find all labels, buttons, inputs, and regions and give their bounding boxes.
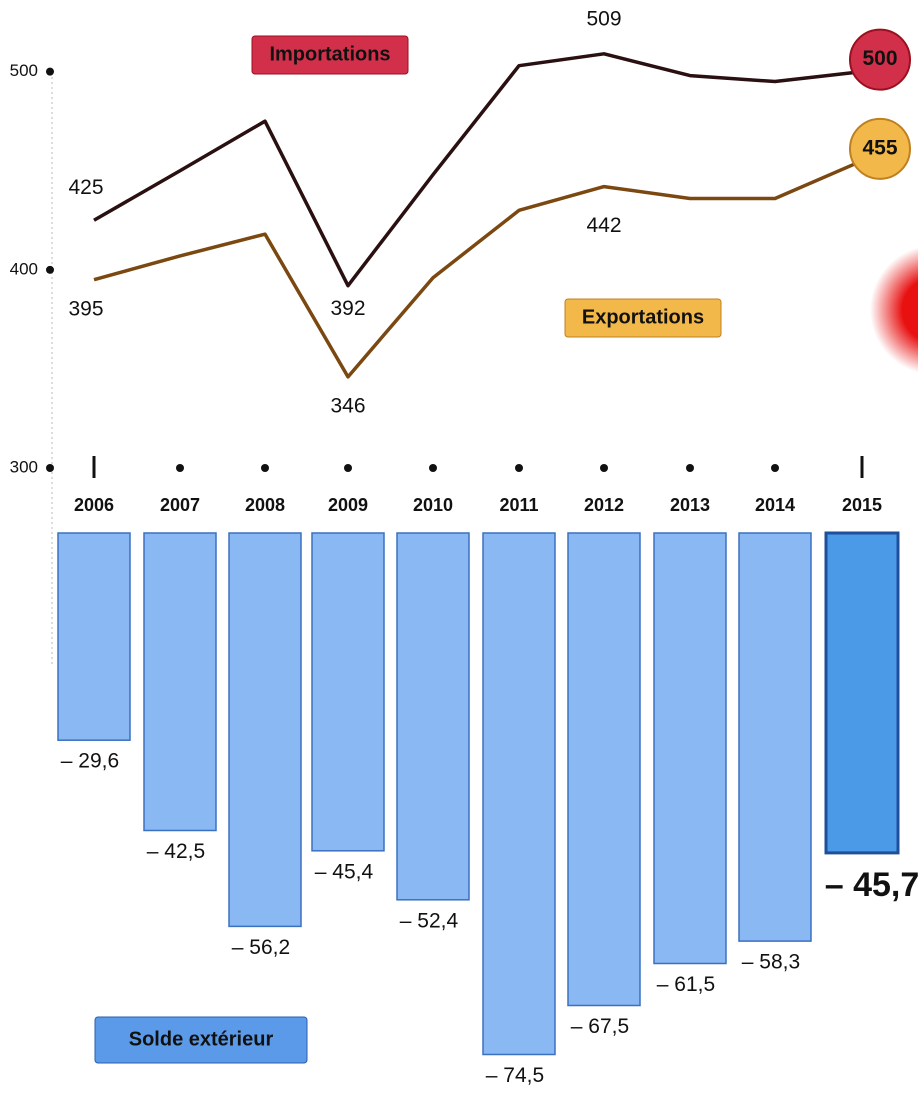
value-label: 500 — [862, 47, 897, 70]
x-tick — [771, 464, 779, 472]
value-label: 455 — [862, 136, 897, 159]
value-label: 509 — [586, 7, 621, 30]
value-label: – 67,5 — [571, 1015, 629, 1038]
x-tick-label: 2011 — [499, 495, 538, 515]
value-label: 442 — [586, 214, 621, 237]
bar — [482, 532, 556, 1056]
y-tick-label: 400 — [10, 259, 38, 278]
value-label: – 56,2 — [232, 936, 290, 959]
x-tick — [686, 464, 694, 472]
x-tick — [515, 464, 523, 472]
value-label: – 74,5 — [486, 1064, 544, 1087]
y-tick — [46, 265, 54, 274]
x-tick-label: 2015 — [842, 495, 882, 515]
bar — [57, 532, 131, 741]
bar — [567, 532, 641, 1007]
x-tick-label: 2007 — [160, 495, 200, 515]
x-tick-label: 2006 — [74, 495, 114, 515]
value-label: – 45,7 — [825, 866, 918, 904]
x-tick-label: 2012 — [584, 495, 624, 515]
bar — [738, 532, 812, 942]
line — [93, 159, 863, 379]
value-label: – 58,3 — [742, 951, 800, 974]
y-tick-label: 500 — [10, 61, 38, 80]
line — [93, 52, 863, 288]
bar — [228, 532, 302, 928]
value-label: 346 — [330, 394, 365, 417]
legend-box — [564, 298, 722, 338]
legend-box — [94, 1016, 308, 1064]
legend-label: Exportations — [582, 306, 704, 328]
x-tick-label: 2008 — [245, 495, 285, 515]
x-tick-label: 2013 — [670, 495, 710, 515]
value-label: 392 — [330, 297, 365, 320]
x-tick — [429, 464, 437, 472]
x-tick — [344, 464, 352, 472]
bar — [653, 532, 727, 965]
x-tick-label: 2009 — [328, 495, 368, 515]
bar — [824, 531, 900, 855]
x-tick-label: 2014 — [755, 495, 795, 515]
value-label: 425 — [68, 176, 103, 199]
value-label: – 45,4 — [315, 860, 374, 883]
bar — [396, 532, 470, 901]
x-tick — [600, 464, 608, 472]
decoration — [870, 247, 918, 373]
x-tick — [261, 464, 269, 472]
legend-label: Solde extérieur — [129, 1028, 274, 1050]
bar — [143, 532, 217, 832]
value-label: – 29,6 — [61, 750, 119, 773]
legend-label: Importations — [269, 43, 390, 65]
value-label: – 52,4 — [400, 909, 459, 932]
legend-box — [251, 35, 409, 75]
end-marker — [849, 117, 911, 180]
value-label: – 61,5 — [657, 973, 715, 996]
bar — [311, 532, 385, 852]
value-label: – 42,5 — [147, 840, 205, 863]
value-label: 395 — [68, 297, 103, 320]
x-tick — [92, 456, 96, 478]
y-tick — [46, 67, 54, 76]
end-marker — [849, 28, 911, 91]
x-tick-label: 2010 — [413, 495, 453, 515]
y-tick — [46, 464, 54, 472]
x-tick — [176, 464, 184, 472]
y-tick-label: 300 — [10, 457, 38, 476]
x-tick — [860, 456, 864, 478]
